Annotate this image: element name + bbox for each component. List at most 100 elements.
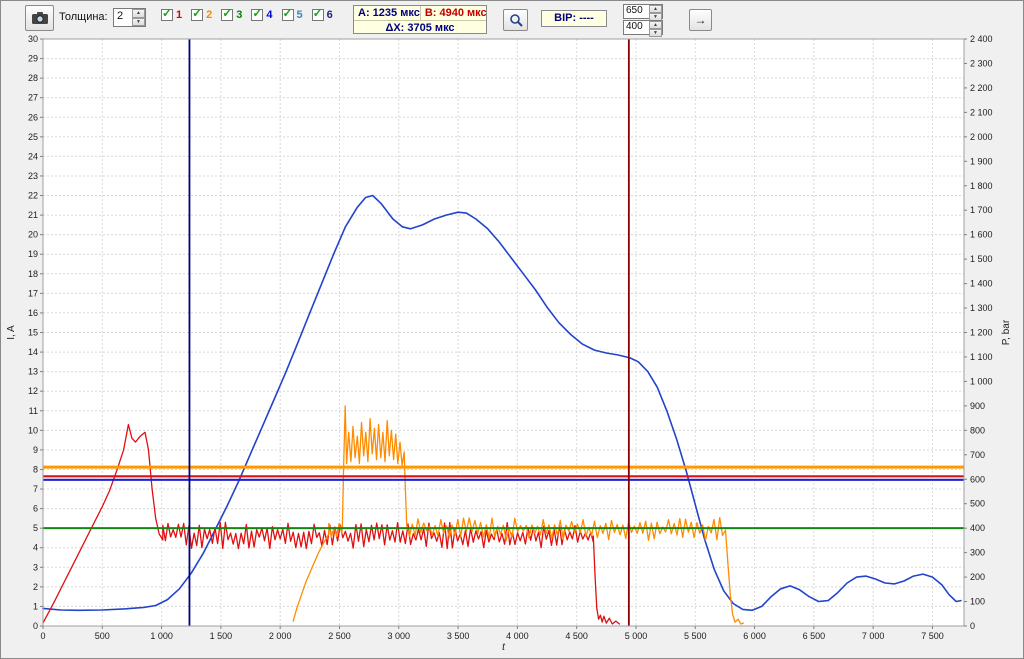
svg-text:11: 11 [29,406,38,416]
channel-toggles: ✓ 1 ✓ 2 ✓ 3 ✓ 4 ✓ 5 ✓ 6 [161,6,333,21]
svg-text:10: 10 [28,425,38,435]
svg-text:600: 600 [970,474,985,484]
svg-text:0: 0 [970,621,975,631]
channel-toggle-4[interactable]: ✓ 4 [251,6,273,21]
svg-text:5: 5 [33,523,38,533]
svg-text:2 300: 2 300 [970,58,993,68]
svg-text:5 000: 5 000 [625,631,648,641]
series-1-red [42,423,621,625]
svg-text:800: 800 [970,425,985,435]
thickness-label: Толщина: [59,11,108,23]
svg-text:25: 25 [28,132,38,142]
x-axis-title: t [502,642,506,653]
svg-text:1 300: 1 300 [970,303,993,313]
svg-text:13: 13 [28,367,38,377]
channel-label-3: 3 [236,9,243,21]
svg-text:23: 23 [28,171,38,181]
channel-checkbox-1[interactable]: ✓ [161,6,173,21]
svg-text:1 000: 1 000 [970,376,993,386]
channel-label-4: 4 [266,9,273,21]
svg-text:18: 18 [28,269,38,279]
svg-text:3 500: 3 500 [447,631,470,641]
svg-text:2 000: 2 000 [970,132,993,142]
bip-readout: BIP: ---- [541,10,607,27]
svg-text:4: 4 [33,543,38,553]
svg-text:28: 28 [28,73,38,83]
svg-text:6: 6 [33,504,38,514]
channel-toggle-2[interactable]: ✓ 2 [191,6,213,21]
svg-text:0: 0 [40,631,45,641]
svg-text:30: 30 [28,34,38,44]
thickness-up-icon[interactable]: ▲ [132,9,145,18]
channel-toggle-3[interactable]: ✓ 3 [221,6,243,21]
svg-text:17: 17 [28,288,38,298]
threshold-bottom-value[interactable]: 400 [626,21,643,32]
svg-text:300: 300 [970,548,985,558]
channel-checkbox-4[interactable]: ✓ [251,6,264,21]
threshold-top-up-icon[interactable]: ▲ [649,5,662,13]
svg-text:900: 900 [970,401,985,411]
threshold-bottom-down-icon[interactable]: ▼ [649,29,662,37]
thickness-spinner[interactable]: 2 ▲ ▼ [113,8,146,27]
svg-text:2: 2 [33,582,38,592]
svg-text:4 000: 4 000 [506,631,529,641]
svg-text:1 200: 1 200 [970,328,993,338]
channel-label-6: 6 [326,9,333,21]
svg-text:27: 27 [28,93,38,103]
y-right-axis-title: P, bar [1001,319,1012,345]
svg-text:7 000: 7 000 [862,631,885,641]
svg-text:19: 19 [28,249,38,259]
svg-text:1 700: 1 700 [970,205,993,215]
svg-text:9: 9 [33,445,38,455]
cursor-b-readout: B: 4940 мкс [424,7,487,19]
channel-toggle-6[interactable]: ✓ 6 [311,6,333,21]
apply-arrow-button[interactable]: → [689,9,712,31]
channel-checkbox-6[interactable]: ✓ [311,6,324,21]
svg-text:1 900: 1 900 [970,156,993,166]
svg-text:21: 21 [28,210,38,220]
svg-text:1 000: 1 000 [150,631,173,641]
svg-text:1 500: 1 500 [210,631,233,641]
svg-text:700: 700 [970,450,985,460]
svg-text:12: 12 [28,386,38,396]
svg-text:2 400: 2 400 [970,34,993,44]
svg-text:100: 100 [970,597,985,607]
svg-text:1: 1 [33,601,38,611]
svg-text:29: 29 [28,54,38,64]
svg-text:2 200: 2 200 [970,83,993,93]
thickness-down-icon[interactable]: ▼ [132,17,145,26]
y-left-axis-title: I, A [6,325,17,340]
svg-text:24: 24 [28,151,38,161]
svg-text:200: 200 [970,572,985,582]
svg-text:22: 22 [28,191,38,201]
channel-toggle-1[interactable]: ✓ 1 [161,6,182,21]
svg-text:16: 16 [28,308,38,318]
axis-labels: 0123456789101112131415161718192021222324… [6,34,1012,653]
delta-x-readout: ΔX: 3705 мкс [385,22,455,34]
threshold-bottom-up-icon[interactable]: ▲ [649,21,662,29]
svg-text:6 500: 6 500 [803,631,826,641]
threshold-bottom-spinner[interactable]: 400 ▲ ▼ [623,20,663,37]
camera-button[interactable] [25,5,54,31]
channel-toggle-5[interactable]: ✓ 5 [281,6,303,21]
channel-label-2: 2 [206,9,213,21]
zoom-tool-icon [509,14,523,27]
svg-text:26: 26 [28,112,38,122]
svg-text:7: 7 [33,484,38,494]
svg-text:1 500: 1 500 [970,254,993,264]
series-4-blue [42,194,962,612]
zoom-tool-button[interactable] [503,9,528,31]
svg-text:1 100: 1 100 [970,352,993,362]
camera-icon [31,12,48,24]
threshold-top-value[interactable]: 650 [626,5,643,16]
channel-checkbox-5[interactable]: ✓ [281,6,294,21]
channel-checkbox-2[interactable]: ✓ [191,6,204,21]
channel-checkbox-3[interactable]: ✓ [221,6,234,21]
thickness-value[interactable]: 2 [117,10,124,22]
svg-text:15: 15 [28,328,38,338]
svg-text:5 500: 5 500 [684,631,707,641]
svg-text:20: 20 [28,230,38,240]
svg-text:2 500: 2 500 [328,631,351,641]
